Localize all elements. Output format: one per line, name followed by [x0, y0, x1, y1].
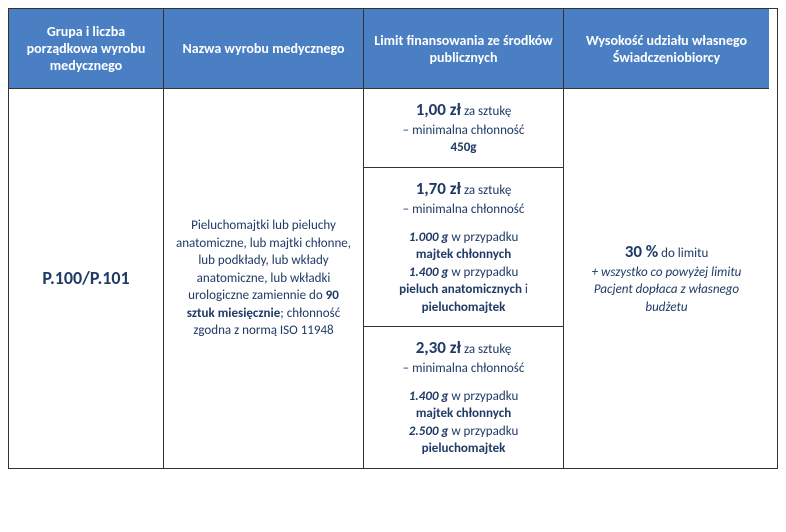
cell-product-desc: Pieluchomajtki lub pieluchy anatomiczne,…: [164, 88, 364, 468]
cell-code: P.100/P.101: [9, 88, 164, 468]
limit-tier-1: 1,00 zł za sztukę – minimalna chłonność …: [364, 89, 563, 168]
product-code: P.100/P.101: [42, 266, 129, 290]
reimbursement-table: Grupa i liczba porządkowa wyrobu medyczn…: [8, 8, 778, 469]
col-header-copay: Wysokość udziału własnego Świadczeniobio…: [564, 9, 769, 88]
copay-note: + wszystko co powyżej limitu Pacjent dop…: [574, 264, 759, 317]
col-header-group: Grupa i liczba porządkowa wyrobu medyczn…: [9, 9, 164, 88]
col-header-limit: Limit finansowania ze środków publicznyc…: [364, 9, 564, 88]
cell-copay: 30 % do limitu + wszystko co powyżej lim…: [564, 88, 769, 468]
limit-tier-2: 1,70 zł za sztukę – minimalna chłonność …: [364, 168, 563, 327]
limit-tier-3: 2,30 zł za sztukę – minimalna chłonność …: [364, 327, 563, 468]
cell-limits: 1,00 zł za sztukę – minimalna chłonność …: [364, 88, 564, 468]
col-header-name: Nazwa wyrobu medycznego: [164, 9, 364, 88]
product-desc-text: Pieluchomajtki lub pieluchy anatomiczne,…: [174, 217, 353, 340]
